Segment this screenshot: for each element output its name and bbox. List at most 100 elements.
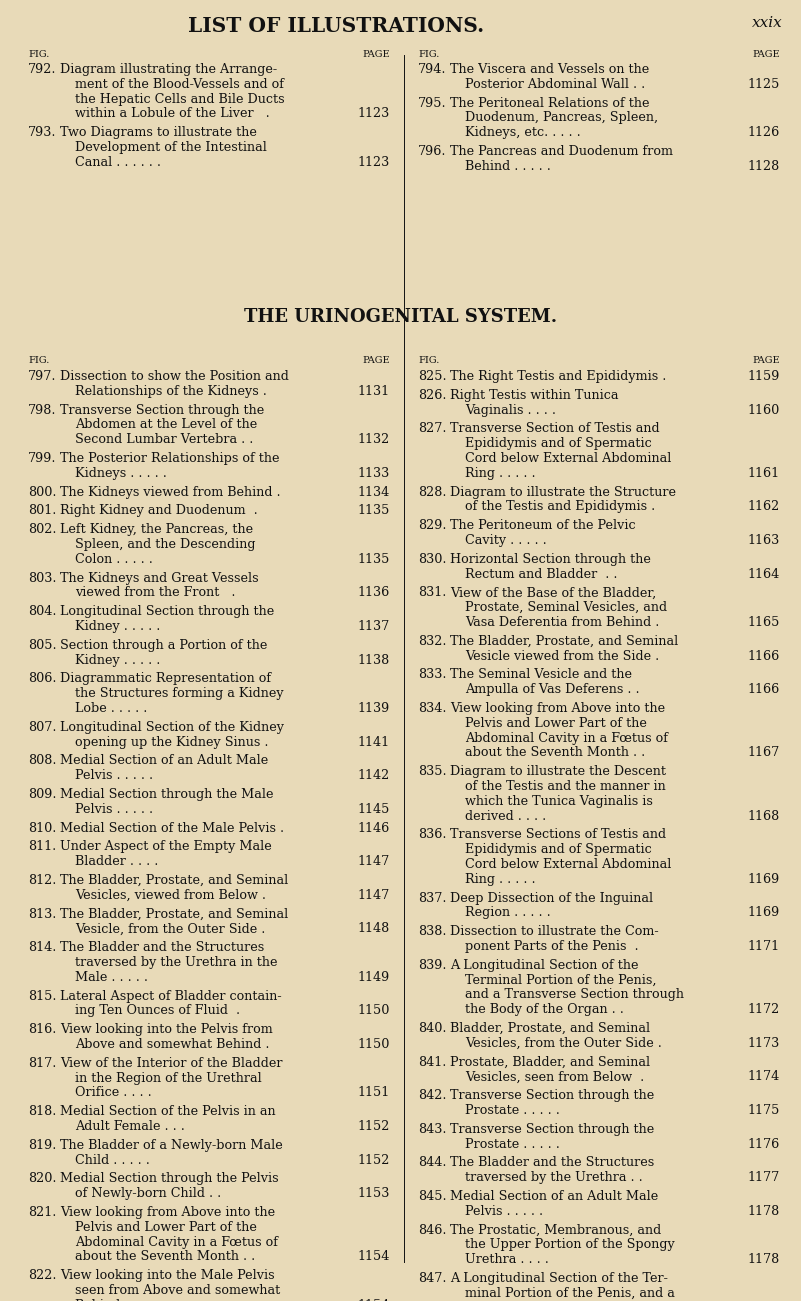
Text: FIG.: FIG. (418, 356, 440, 366)
Text: 847.: 847. (418, 1272, 446, 1285)
Text: 1176: 1176 (748, 1137, 780, 1150)
Text: 835.: 835. (418, 765, 447, 778)
Text: 1125: 1125 (747, 78, 780, 91)
Text: 800.: 800. (28, 485, 57, 498)
Text: 1133: 1133 (358, 467, 390, 480)
Text: The Kidneys and Great Vessels: The Kidneys and Great Vessels (60, 571, 259, 584)
Text: Transverse Section through the: Transverse Section through the (60, 403, 264, 416)
Text: FIG.: FIG. (418, 49, 440, 59)
Text: 806.: 806. (28, 673, 57, 686)
Text: and a Transverse Section through: and a Transverse Section through (465, 989, 684, 1002)
Text: Kidneys, etc. . . . .: Kidneys, etc. . . . . (465, 126, 581, 139)
Text: The Pancreas and Duodenum from: The Pancreas and Duodenum from (450, 144, 673, 157)
Text: Vesicles, from the Outer Side .: Vesicles, from the Outer Side . (465, 1037, 662, 1050)
Text: Medial Section of the Pelvis in an: Medial Section of the Pelvis in an (60, 1106, 276, 1118)
Text: Medial Section of an Adult Male: Medial Section of an Adult Male (60, 755, 268, 768)
Text: 1169: 1169 (748, 873, 780, 886)
Text: 805.: 805. (28, 639, 57, 652)
Text: Colon . . . . .: Colon . . . . . (75, 553, 153, 566)
Text: Region . . . . .: Region . . . . . (465, 907, 551, 920)
Text: 1177: 1177 (748, 1171, 780, 1184)
Text: 1163: 1163 (748, 533, 780, 546)
Text: 846.: 846. (418, 1224, 446, 1236)
Text: View looking from Above into the: View looking from Above into the (60, 1206, 275, 1219)
Text: The Right Testis and Epididymis .: The Right Testis and Epididymis . (450, 369, 666, 382)
Text: Lateral Aspect of Bladder contain-: Lateral Aspect of Bladder contain- (60, 990, 282, 1003)
Text: The Kidneys viewed from Behind .: The Kidneys viewed from Behind . (60, 485, 280, 498)
Text: Diagram to illustrate the Structure: Diagram to illustrate the Structure (450, 485, 676, 498)
Text: Cord below External Abdominal: Cord below External Abdominal (465, 857, 671, 870)
Text: The Prostatic, Membranous, and: The Prostatic, Membranous, and (450, 1224, 662, 1236)
Text: 828.: 828. (418, 485, 446, 498)
Text: The Peritoneum of the Pelvic: The Peritoneum of the Pelvic (450, 519, 636, 532)
Text: 1147: 1147 (358, 889, 390, 902)
Text: The Posterior Relationships of the: The Posterior Relationships of the (60, 451, 280, 464)
Text: 1168: 1168 (748, 809, 780, 822)
Text: The Bladder, Prostate, and Seminal: The Bladder, Prostate, and Seminal (450, 635, 678, 648)
Text: 1135: 1135 (357, 553, 390, 566)
Text: 796.: 796. (418, 144, 446, 157)
Text: Dissection to illustrate the Com-: Dissection to illustrate the Com- (450, 925, 658, 938)
Text: 1141: 1141 (358, 735, 390, 748)
Text: Prostate . . . . .: Prostate . . . . . (465, 1137, 560, 1150)
Text: PAGE: PAGE (362, 49, 390, 59)
Text: ment of the Blood-Vessels and of: ment of the Blood-Vessels and of (75, 78, 284, 91)
Text: 794.: 794. (418, 62, 446, 75)
Text: the Upper Portion of the Spongy: the Upper Portion of the Spongy (465, 1239, 674, 1252)
Text: 809.: 809. (28, 788, 57, 801)
Text: Section through a Portion of the: Section through a Portion of the (60, 639, 268, 652)
Text: Epididymis and of Spermatic: Epididymis and of Spermatic (465, 843, 652, 856)
Text: 1174: 1174 (748, 1071, 780, 1084)
Text: THE URINOGENITAL SYSTEM.: THE URINOGENITAL SYSTEM. (244, 308, 557, 327)
Text: 1169: 1169 (748, 907, 780, 920)
Text: 814.: 814. (28, 941, 56, 954)
Text: Kidney . . . . .: Kidney . . . . . (75, 621, 160, 634)
Text: Abdominal Cavity in a Fœtus of: Abdominal Cavity in a Fœtus of (465, 731, 668, 744)
Text: Behind . . . . .: Behind . . . . . (465, 160, 551, 173)
Text: PAGE: PAGE (752, 49, 780, 59)
Text: The Bladder of a Newly-born Male: The Bladder of a Newly-born Male (60, 1138, 283, 1151)
Text: 803.: 803. (28, 571, 57, 584)
Text: 836.: 836. (418, 829, 446, 842)
Text: The Bladder and the Structures: The Bladder and the Structures (450, 1157, 654, 1170)
Text: 1160: 1160 (748, 403, 780, 416)
Text: of the Testis and the manner in: of the Testis and the manner in (465, 781, 666, 794)
Text: 839.: 839. (418, 959, 446, 972)
Text: Cord below External Abdominal: Cord below External Abdominal (465, 451, 671, 464)
Text: 825.: 825. (418, 369, 447, 382)
Text: The Seminal Vesicle and the: The Seminal Vesicle and the (450, 669, 632, 682)
Text: 792.: 792. (28, 62, 57, 75)
Text: 802.: 802. (28, 523, 57, 536)
Text: Duodenum, Pancreas, Spleen,: Duodenum, Pancreas, Spleen, (465, 112, 658, 125)
Text: Left Kidney, the Pancreas, the: Left Kidney, the Pancreas, the (60, 523, 253, 536)
Text: 1150: 1150 (357, 1038, 390, 1051)
Text: Deep Dissection of the Inguinal: Deep Dissection of the Inguinal (450, 891, 653, 904)
Text: Medial Section through the Pelvis: Medial Section through the Pelvis (60, 1172, 279, 1185)
Text: 1132: 1132 (358, 433, 390, 446)
Text: Prostate . . . . .: Prostate . . . . . (465, 1105, 560, 1118)
Text: 834.: 834. (418, 703, 446, 716)
Text: Two Diagrams to illustrate the: Two Diagrams to illustrate the (60, 126, 257, 139)
Text: 1154: 1154 (357, 1298, 390, 1301)
Text: within a Lobule of the Liver   .: within a Lobule of the Liver . (75, 108, 270, 121)
Text: Behind . . . .: Behind . . . . (75, 1298, 153, 1301)
Text: Relationships of the Kidneys .: Relationships of the Kidneys . (75, 385, 267, 398)
Text: viewed from the Front   .: viewed from the Front . (75, 587, 235, 600)
Text: Vesicles, seen from Below  .: Vesicles, seen from Below . (465, 1071, 644, 1084)
Text: The Bladder and the Structures: The Bladder and the Structures (60, 941, 264, 954)
Text: 1146: 1146 (358, 822, 390, 835)
Text: 804.: 804. (28, 605, 57, 618)
Text: about the Seventh Month . .: about the Seventh Month . . (465, 747, 646, 760)
Text: Spleen, and the Descending: Spleen, and the Descending (75, 539, 256, 552)
Text: Adult Female . . .: Adult Female . . . (75, 1120, 185, 1133)
Text: Transverse Section through the: Transverse Section through the (450, 1089, 654, 1102)
Text: 801.: 801. (28, 505, 56, 518)
Text: PAGE: PAGE (752, 356, 780, 366)
Text: Terminal Portion of the Penis,: Terminal Portion of the Penis, (465, 973, 657, 986)
Text: Urethra . . . .: Urethra . . . . (465, 1253, 549, 1266)
Text: 793.: 793. (28, 126, 57, 139)
Text: Bladder, Prostate, and Seminal: Bladder, Prostate, and Seminal (450, 1023, 650, 1036)
Text: View looking into the Male Pelvis: View looking into the Male Pelvis (60, 1270, 275, 1283)
Text: Pelvis . . . . .: Pelvis . . . . . (75, 769, 153, 782)
Text: Ampulla of Vas Deferens . .: Ampulla of Vas Deferens . . (465, 683, 640, 696)
